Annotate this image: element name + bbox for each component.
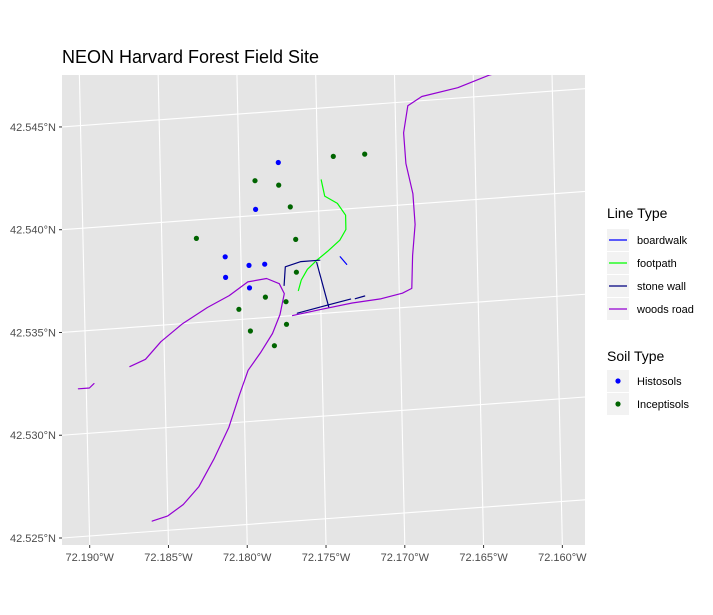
inceptisols-plot-point: [283, 321, 290, 327]
histosols-plot-point: [222, 254, 228, 260]
parallel-gridline: [62, 499, 585, 539]
histosols-plot-point: [246, 262, 252, 268]
axis-tick-labels: 72.190°W 72.185°W 72.180°W 72.175°W 72.170°W…: [10, 122, 587, 564]
woods-road-line: [77, 383, 95, 390]
boardwalk-line: [339, 256, 348, 265]
legend-label: stone wall: [637, 281, 686, 293]
woods-road-line: [292, 75, 493, 317]
inceptisols-plot-point: [362, 151, 368, 157]
woods-road-line: [129, 277, 285, 522]
line-type-legend: Line Type boardwalk footpath stone wall woo…: [607, 205, 694, 320]
inceptisols-plot-point: [293, 269, 299, 275]
inceptisols-plot-point: [276, 182, 282, 188]
x-tick-label: 72.165°W: [459, 552, 508, 564]
legend-label: boardwalk: [637, 235, 688, 247]
histosols-plot-point: [246, 285, 253, 291]
y-tick-label: 42.525°N: [10, 533, 56, 545]
stone-wall-line: [316, 261, 330, 308]
legend-label: Histosols: [637, 376, 682, 388]
line-legend-title: Line Type: [607, 205, 668, 221]
inceptisols-plot-point: [252, 178, 258, 184]
histosols-plot-point: [253, 206, 259, 212]
legend-label: Inceptisols: [637, 399, 689, 411]
x-tick-label: 72.175°W: [302, 552, 351, 564]
inceptisols-plot-point: [262, 294, 268, 300]
histosols-legend-swatch: [615, 378, 621, 384]
y-tick-label: 42.530°N: [10, 430, 56, 442]
legend-label: woods road: [636, 304, 694, 316]
soil-legend-title: Soil Type: [607, 348, 665, 364]
parallel-gridline: [62, 293, 585, 334]
x-tick-label: 72.170°W: [381, 552, 430, 564]
stone-wall-line: [283, 259, 321, 286]
soil-plot-points: [193, 151, 368, 349]
inceptisols-plot-point: [247, 328, 253, 334]
woods-road-lines: [77, 75, 493, 522]
map-panel: [62, 75, 585, 545]
footpath-line: [297, 179, 347, 292]
legend-label: footpath: [637, 258, 677, 270]
histosols-plot-point: [262, 261, 268, 267]
y-tick-label: 42.540°N: [10, 225, 56, 237]
parallel-gridline: [62, 396, 585, 436]
x-tick-label: 72.160°W: [538, 552, 587, 564]
soil-type-legend: Soil Type Histosols Inceptisols: [607, 348, 689, 415]
inceptisols-plot-point: [236, 306, 242, 312]
stone-wall-line: [296, 298, 352, 314]
plot-title: NEON Harvard Forest Field Site: [62, 47, 319, 67]
inceptisols-plot-point: [287, 204, 293, 210]
x-tick-label: 72.180°W: [223, 552, 272, 564]
parallel-gridline: [62, 88, 585, 128]
histosols-plot-point: [275, 159, 281, 166]
x-tick-label: 72.190°W: [65, 552, 114, 564]
map-gridlines: [62, 75, 585, 545]
histosols-plot-point: [223, 274, 229, 280]
stone-wall-line: [354, 295, 366, 300]
inceptisols-legend-swatch: [615, 401, 621, 407]
inceptisols-plot-point: [283, 299, 289, 305]
inceptisols-plot-point: [293, 236, 299, 242]
y-tick-label: 42.545°N: [10, 122, 56, 134]
inceptisols-plot-point: [330, 153, 336, 159]
y-tick-label: 42.535°N: [10, 327, 56, 339]
inceptisols-plot-point: [193, 235, 199, 241]
inceptisols-plot-point: [271, 343, 277, 349]
parallel-gridline: [62, 190, 585, 231]
x-tick-label: 72.185°W: [144, 552, 193, 564]
